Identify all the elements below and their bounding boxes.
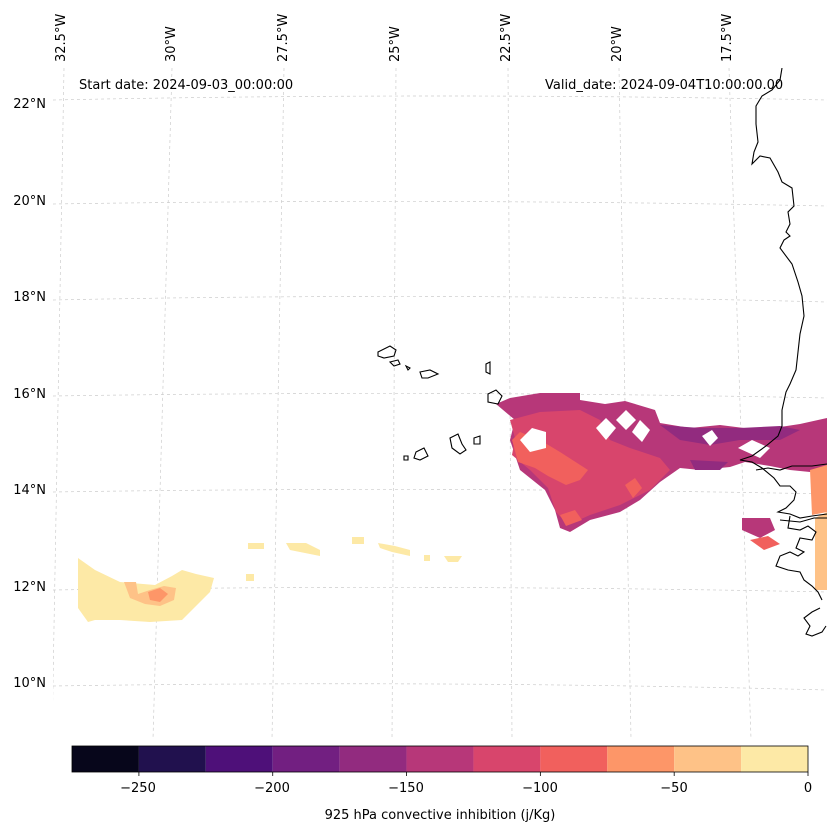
cin-region-offshore-hot3 xyxy=(560,510,582,526)
cin-region-west-core xyxy=(148,588,168,602)
colorbar-cell xyxy=(406,746,474,772)
colorbar-cell xyxy=(674,746,742,772)
lon-label-32-5w: 32.5°W xyxy=(54,13,69,62)
colorbar-ticks xyxy=(138,772,809,776)
lat-label-22n: 22°N xyxy=(13,97,46,112)
colorbar-cell xyxy=(272,746,340,772)
gambia-outline xyxy=(779,517,827,523)
lat-label-18n: 18°N xyxy=(13,290,46,305)
colorbar-label: 925 hPa convective inhibition (j/Kg) xyxy=(324,808,556,823)
colorbar-cell xyxy=(741,746,808,772)
lon-label-25w: 25°W xyxy=(388,26,403,62)
colorbar-cell xyxy=(72,746,139,772)
colorbar-tick-label: −200 xyxy=(254,781,290,796)
lat-label-12n: 12°N xyxy=(13,580,46,595)
colorbar-cell xyxy=(205,746,273,772)
lat-label-10n: 10°N xyxy=(13,676,46,691)
lon-label-22-5w: 22.5°W xyxy=(499,13,514,62)
colorbar-cell xyxy=(473,746,541,772)
cin-region-offshore-band xyxy=(660,425,800,445)
colorbar-tick-label: −150 xyxy=(388,781,424,796)
colorbar-tick-label: 0 xyxy=(803,781,813,796)
start-date-label: Start date: 2024-09-03_00:00:00 xyxy=(79,78,294,93)
cin-region-coast-inner xyxy=(750,536,780,550)
lat-label-20n: 20°N xyxy=(13,194,46,209)
cin-region-offshore-band2 xyxy=(690,460,728,470)
colorbar-cell xyxy=(607,746,675,772)
colorbar-tick-label: −50 xyxy=(660,781,688,796)
lon-label-30w: 30°W xyxy=(164,26,179,62)
map-frame xyxy=(53,68,827,739)
cape-verde-islands xyxy=(377,345,503,461)
colorbar-cell xyxy=(339,746,407,772)
cin-region-offshore-inner xyxy=(510,410,670,525)
lat-label-14n: 14°N xyxy=(13,483,46,498)
coast-detail xyxy=(755,463,827,471)
lat-label-16n: 16°N xyxy=(13,387,46,402)
colorbar-cell xyxy=(540,746,608,772)
cin-region-scattered xyxy=(246,537,462,581)
colorbar-tick-label: −100 xyxy=(522,781,558,796)
cin-region-coast-land xyxy=(815,512,827,590)
valid-date-label: Valid_date: 2024-09-04T10:00:00.00 xyxy=(545,78,784,93)
lon-label-27-5w: 27.5°W xyxy=(276,13,291,62)
africa-coastline xyxy=(739,68,827,637)
colorbar-cell xyxy=(138,746,206,772)
cin-region-coast-land2 xyxy=(810,465,827,515)
colorbar-tick-label: −250 xyxy=(120,781,156,796)
lon-label-17-5w: 17.5°W xyxy=(720,13,735,62)
colorbar-frame xyxy=(71,745,809,773)
cin-region-offshore-hot2 xyxy=(625,478,642,498)
cin-region-west-outer xyxy=(78,558,214,622)
cin-region-coast-outer xyxy=(742,518,775,538)
colorbar xyxy=(71,745,809,773)
lon-label-20w: 20°W xyxy=(610,26,625,62)
